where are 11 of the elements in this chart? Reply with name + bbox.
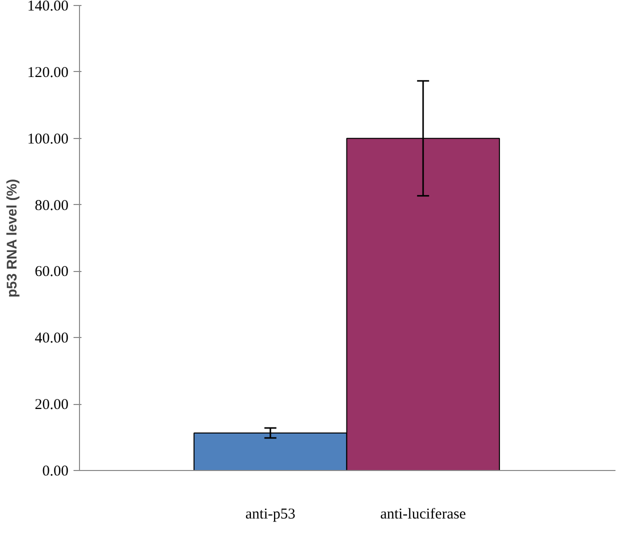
x-tick-label: anti-luciferase: [380, 506, 466, 522]
y-tick-label: 120.00: [27, 64, 68, 81]
y-tick-label: 0.00: [42, 464, 68, 480]
y-tick-label: 140.00: [27, 0, 68, 14]
y-tick-label: 60.00: [34, 264, 68, 280]
y-tick-label: 20.00: [34, 397, 68, 414]
y-tick-label: 100.00: [27, 131, 68, 148]
y-tick-label: 40.00: [34, 330, 68, 347]
y-tick-label: 80.00: [34, 198, 68, 214]
y-axis-title: p53 RNA level (%): [3, 179, 20, 298]
x-tick-label: anti-p53: [245, 506, 296, 522]
